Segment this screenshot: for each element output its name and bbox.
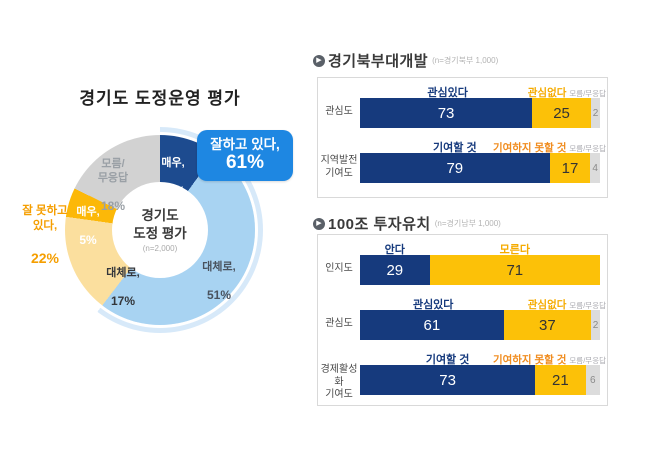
bar-segment-negative: 71 [429,255,600,285]
bar-segment-positive: 79 [360,153,550,183]
negative-and-unknown-labels: 관심없다 모름/무응답 [528,85,606,100]
bar-series-labels: 안다 모른다 [360,241,600,256]
donut-positive-callout: 잘하고 있다, 61% [197,130,293,181]
bar-row-main: 관심있다 관심없다 모름/무응답 61 37 2 [360,296,606,340]
negative-and-unknown-labels: 기여하지 못할 것 모름/무응답 [493,352,606,367]
negative-and-unknown-labels: 기여하지 못할 것 모름/무응답 [493,140,606,155]
section-title: 경기북부대개발 [328,53,429,70]
donut-negative-total-label: 잘 못하고 있다, 22% [22,204,68,266]
donut-center-label: 경기도 도정 평가 (n=2,000) [112,182,208,278]
positive-series-label: 기여할 것 [425,354,470,366]
bar-segment-unknown: 4 [590,153,600,183]
negative-series-label: 기여하지 못할 것 [492,142,567,154]
bar-row: 인지도 안다 모른다 29 71 [318,241,600,285]
bar-segment-negative: 25 [532,98,591,128]
positive-series-label: 기여할 것 [433,142,477,154]
bar-category-label: 관심도 [325,106,353,118]
bar-segment-unknown: 2 [591,98,600,128]
bar-category-label: 관심도 [325,318,353,330]
negative-series-label: 모른다 [499,244,530,256]
bar-series-labels: 기여할 것 기여하지 못할 것 모름/무응답 [360,351,606,366]
stacked-bar: 73 25 2 [360,98,600,128]
positive-series-label: 관심있다 [427,87,468,99]
positive-series-label: 안다 [384,244,405,256]
bar-segment-unknown: 2 [591,310,600,340]
bullet-circle-arrow-icon: ▶ [313,217,325,230]
bar-segment-positive: 61 [360,310,504,340]
section-sample-size: (n=경기북부 1,000) [432,56,499,65]
section-header-north-development: ▶ 경기북부대개발 (n=경기북부 1,000) [313,50,498,71]
bar-row-main: 관심있다 관심없다 모름/무응답 73 25 2 [360,84,606,128]
bullet-circle-arrow-icon: ▶ [313,54,325,67]
section-title: 100조 투자유치 [328,216,431,233]
unknown-series-label: 모름/무응답 [569,144,606,153]
bar-series-labels: 관심있다 관심없다 모름/무응답 [360,84,606,99]
bar-row: 관심도 관심있다 관심없다 모름/무응답 73 25 2 [318,84,606,128]
bar-chart-north-development: 관심도 관심있다 관심없다 모름/무응답 73 25 2 지역발전 기여도 기여할 것 기여하지 … [317,77,608,198]
unknown-series-label: 모름/무응답 [569,89,606,98]
bar-category-label: 경제활성화 기여도 [320,364,358,400]
donut-chart-title: 경기도 도정운영 평가 [79,89,241,108]
bar-series-labels: 기여할 것 기여하지 못할 것 모름/무응답 [360,139,606,154]
bar-segment-positive: 73 [360,98,533,128]
bar-row-main: 기여할 것 기여하지 못할 것 모름/무응답 73 21 6 [360,351,606,402]
donut-label-unknown: 모름/ 무응답 18% [97,157,129,213]
bar-segment-negative: 37 [503,310,591,340]
stacked-bar: 73 21 6 [360,365,600,395]
unknown-series-label: 모름/무응답 [569,356,606,365]
bar-series-labels: 관심있다 관심없다 모름/무응답 [360,296,606,311]
donut-center-line2: 도정 평가 [133,225,187,241]
bar-segment-unknown: 6 [585,365,600,395]
positive-series-label: 관심있다 [412,299,454,311]
stacked-bar: 29 71 [360,255,600,285]
bar-segment-positive: 73 [360,365,536,395]
donut-label-very-negative: 매우, 5% [76,205,100,248]
stacked-bar: 61 37 2 [360,310,600,340]
bar-row: 지역발전 기여도 기여할 것 기여하지 못할 것 모름/무응답 79 17 4 [318,139,606,183]
donut-label-somewhat-negative: 대체로, 17% [106,266,140,309]
stacked-bar: 79 17 4 [360,153,600,183]
bar-category-label: 인지도 [325,263,353,275]
bar-segment-negative: 21 [535,365,586,395]
donut-center-line1: 경기도 [141,207,179,223]
callout-label: 잘하고 있다, [210,136,280,152]
bar-row: 경제활성화 기여도 기여할 것 기여하지 못할 것 모름/무응답 73 21 6 [318,351,606,402]
section-sample-size: (n=경기남부 1,000) [434,219,501,228]
donut-label-very-positive: 매우, 10% [160,156,186,199]
donut-label-somewhat-positive: 대체로, 51% [202,260,236,303]
unknown-series-label: 모름/무응답 [569,301,606,310]
bar-row: 관심도 관심있다 관심없다 모름/무응답 61 37 2 [318,296,606,340]
negative-series-label: 기여하지 못할 것 [492,354,567,366]
bar-row-main: 안다 모른다 29 71 [360,241,600,285]
negative-series-label: 관심없다 [527,299,567,311]
section-header-investment: ▶ 100조 투자유치 (n=경기남부 1,000) [313,213,501,234]
bar-row-main: 기여할 것 기여하지 못할 것 모름/무응답 79 17 4 [360,139,606,183]
callout-value: 61% [225,152,265,174]
bar-segment-positive: 29 [360,255,430,285]
negative-and-unknown-labels: 관심없다 모름/무응답 [528,297,606,312]
bar-segment-negative: 17 [549,153,591,183]
negative-series-label: 관심없다 [527,87,567,99]
bar-chart-investment: 인지도 안다 모른다 29 71 관심도 관심있다 관심없다 모름/무응답 61 37 2 경제활성화 … [317,234,608,406]
donut-sample-size: (n=2,000) [142,244,178,254]
bar-category-label: 지역발전 기여도 [320,155,358,179]
